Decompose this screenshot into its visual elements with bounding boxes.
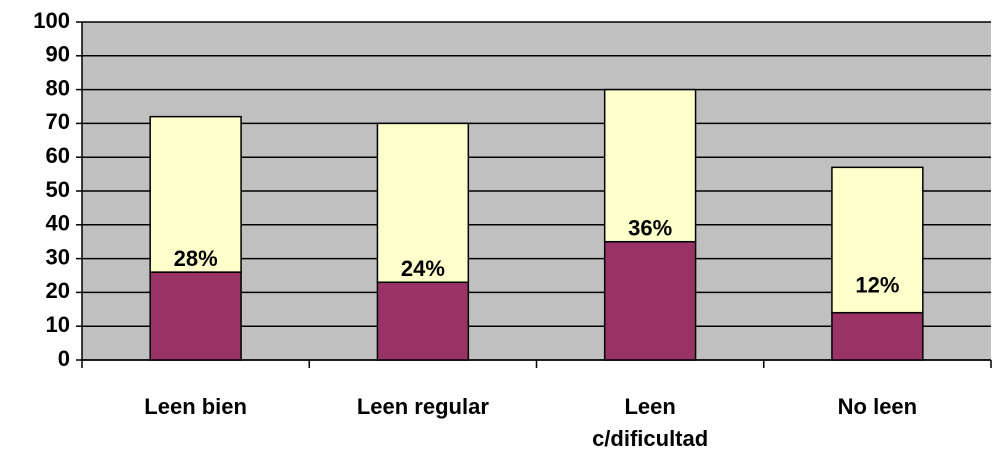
y-tick-label: 100	[33, 8, 70, 33]
y-tick-label: 80	[46, 75, 70, 100]
y-tick-label: 30	[46, 244, 70, 269]
x-tick-label: No leen	[838, 394, 917, 419]
data-label: 12%	[855, 272, 899, 297]
bar-segment	[603, 88, 697, 243]
y-tick-label: 60	[46, 143, 70, 168]
bar-segment	[603, 240, 697, 361]
bar-segment	[831, 166, 924, 314]
y-tick-label: 20	[46, 278, 70, 303]
x-tick-label: Leen c/dificultad	[592, 394, 708, 451]
x-tick-label: Leen bien	[144, 394, 247, 419]
y-tick-label: 50	[46, 177, 70, 202]
y-tick-label: 90	[46, 42, 70, 67]
y-tick-label: 40	[46, 211, 70, 236]
bar-segment	[149, 271, 242, 361]
y-tick-label: 70	[46, 109, 70, 134]
x-tick-label: Leen regular	[357, 394, 489, 419]
data-label: 28%	[174, 246, 218, 271]
y-tick-label: 0	[58, 346, 70, 371]
y-tick-label: 10	[46, 312, 70, 337]
data-label: 24%	[401, 256, 445, 281]
data-label: 36%	[628, 216, 672, 241]
bar-segment	[149, 115, 242, 273]
bar-segment	[376, 281, 470, 361]
bar-segment	[376, 122, 470, 284]
bar-segment	[831, 311, 924, 361]
